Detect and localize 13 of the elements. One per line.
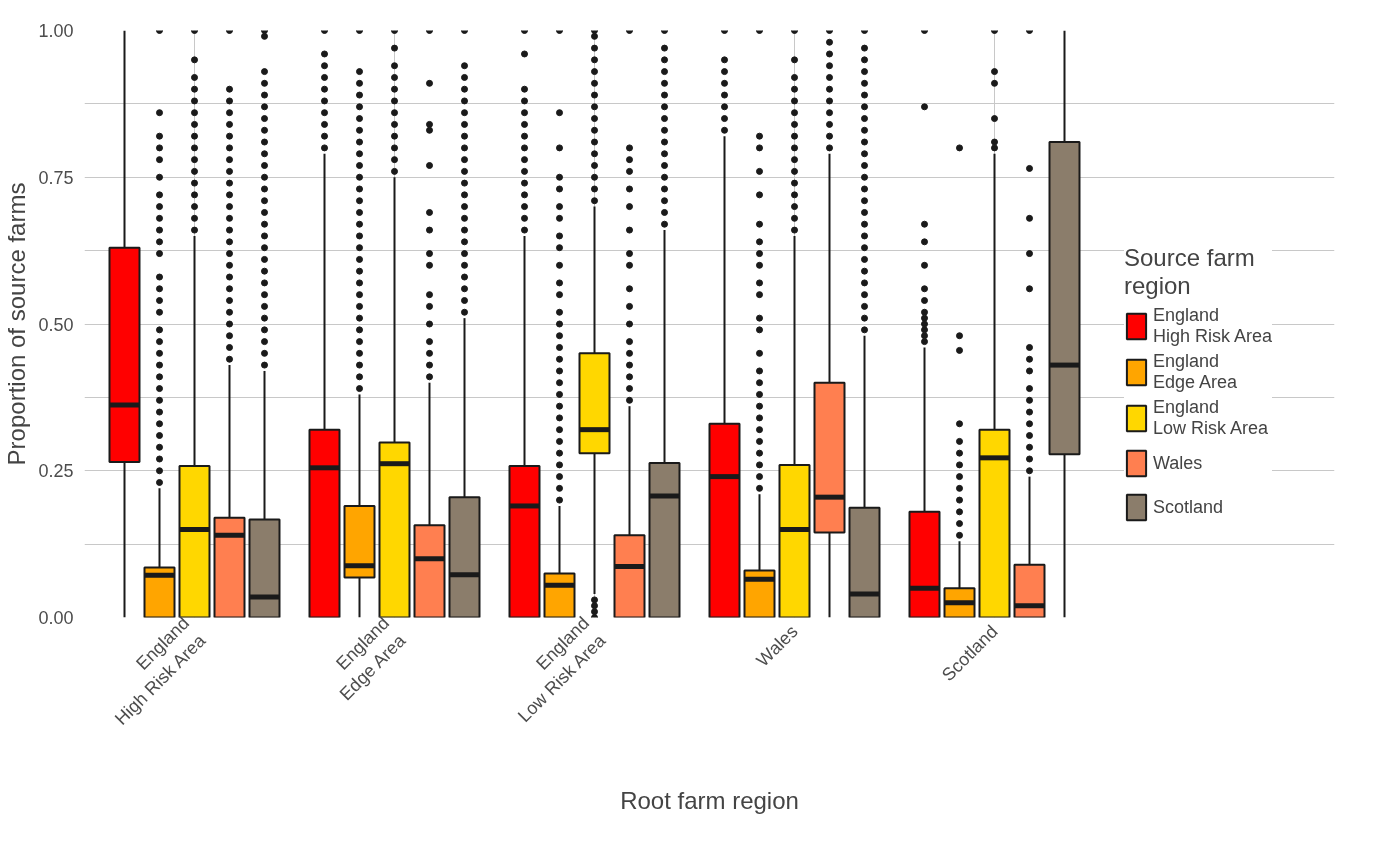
- legend-label: England Edge Area: [1153, 351, 1238, 393]
- legend-label: Wales: [1153, 451, 1203, 475]
- x-axis-title: Root farm region: [620, 787, 799, 815]
- y-tick-label: 0.25: [38, 461, 74, 482]
- y-tick-label: 1.00: [38, 21, 74, 41]
- legend-label: Scotland: [1153, 495, 1224, 519]
- legend-label: England High Risk Area: [1153, 305, 1273, 347]
- y-tick-label: 0.00: [38, 608, 74, 628]
- y-axis-title: Proportion of source farms: [3, 182, 31, 466]
- legend-title: Source farm region: [1124, 244, 1256, 300]
- y-tick-label: 0.50: [38, 314, 74, 335]
- y-tick-label: 0.75: [38, 167, 74, 188]
- legend-label: England Low Risk Area: [1153, 397, 1269, 439]
